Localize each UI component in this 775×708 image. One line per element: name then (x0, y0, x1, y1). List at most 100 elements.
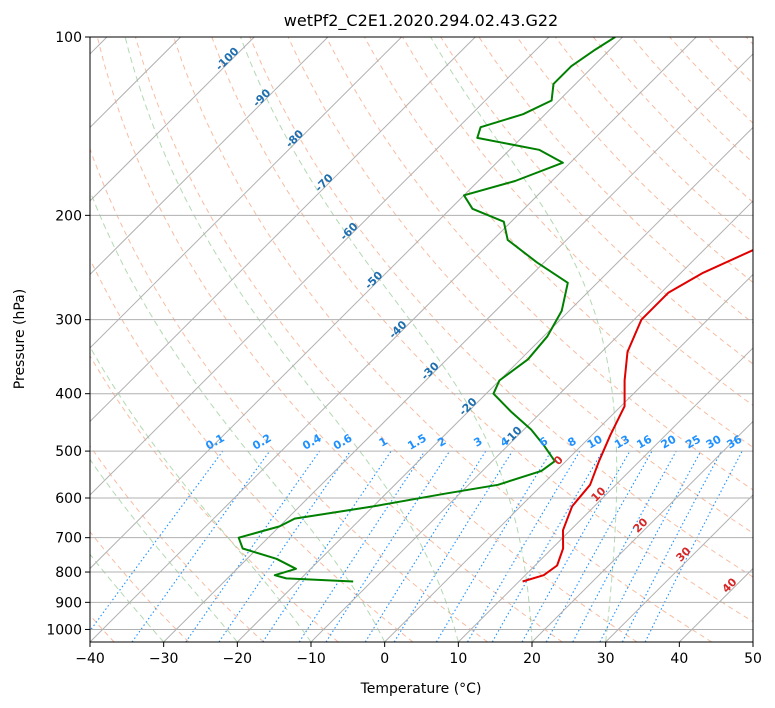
isotherm (531, 420, 753, 642)
mixing-ratio-line (644, 450, 743, 642)
dry-adiabat (211, 37, 753, 623)
y-tick-label: 400 (55, 387, 82, 403)
isotherm (457, 347, 753, 642)
x-tick-label: −40 (75, 651, 105, 667)
moist-adiabat (90, 553, 165, 642)
x-tick-label: 10 (449, 651, 467, 667)
dry-adiabat-label: -60 (337, 220, 360, 243)
isotherm (90, 37, 255, 202)
y-tick-label: 500 (55, 444, 82, 460)
dry-adiabat-label: -50 (362, 269, 385, 292)
isotherm (90, 37, 623, 570)
dry-adiabat-label: -30 (418, 359, 441, 382)
mixing-ratio-line (298, 450, 426, 642)
y-tick-label: 1000 (46, 622, 82, 638)
dry-adiabat (516, 37, 753, 284)
y-tick-label: 900 (55, 595, 82, 611)
mixing-ratio-label: 0.2 (250, 432, 273, 453)
mixing-ratio-line (90, 450, 224, 632)
mixing-ratio-label: 36 (725, 432, 745, 451)
grid-lines (90, 37, 753, 642)
temperature-profile-line (522, 248, 753, 583)
y-tick-label: 200 (55, 208, 82, 224)
x-tick-label: 0 (380, 651, 389, 667)
mixing-ratio-label: 0.1 (203, 432, 226, 453)
plot-frame (89, 36, 754, 643)
isotherm (678, 567, 753, 642)
mixing-ratio-label: 30 (704, 432, 724, 451)
dry-adiabat-label: -70 (312, 171, 335, 194)
isotherm (90, 37, 402, 349)
isotherm (90, 37, 476, 423)
moist-adiabat-label: 40 (720, 575, 740, 595)
mixing-ratio-line (521, 450, 631, 642)
mixing-ratio-line (393, 450, 513, 642)
isotherm (236, 126, 753, 642)
dry-adiabat-label: -100 (213, 44, 242, 73)
dry-adiabat (478, 37, 753, 324)
dry-adiabat (96, 37, 563, 642)
mixing-ratio-label: 0.4 (300, 431, 324, 452)
y-tick-label: 800 (55, 565, 82, 581)
background-lines (90, 37, 753, 642)
x-tick-label: −30 (149, 651, 179, 667)
x-tick-label: 40 (670, 651, 688, 667)
mixing-ratio-label: 6 (537, 434, 550, 449)
dry-adiabat (90, 445, 264, 642)
dry-adiabat-label: -90 (250, 86, 273, 109)
mixing-ratio-label: 25 (683, 433, 703, 452)
dry-adiabat (90, 147, 488, 642)
dry-adiabat (249, 37, 753, 578)
dry-adiabat (173, 37, 712, 642)
mixing-ratio-line (435, 450, 552, 642)
line-labels: 0.1 0.2 0.4 0.6 1 1.5 2 3 4 6 8 10 13 16 20 25 30 36-100-… (203, 44, 744, 595)
mixing-ratio-label: 3 (472, 435, 485, 450)
dry-adiabat-label: -20 (456, 395, 479, 418)
dry-adiabat (90, 258, 414, 642)
moist-adiabat (430, 37, 618, 642)
moist-adiabat-label: 10 (589, 484, 609, 504)
x-tick-label: 20 (523, 651, 541, 667)
mixing-ratio-line (325, 450, 451, 642)
mixing-ratio-label: 1.5 (405, 432, 428, 453)
isotherm (90, 37, 329, 276)
x-tick-label: 30 (597, 651, 615, 667)
dry-adiabat (707, 37, 753, 85)
x-tick-label: 50 (744, 651, 762, 667)
mixing-ratio-label: 20 (659, 432, 679, 451)
mixing-ratio-label: 1 (377, 435, 390, 450)
moist-adiabat (240, 37, 533, 642)
y-tick-label: 600 (55, 491, 82, 507)
chart-title: wetPf2_C2E1.2020.294.02.43.G22 (284, 11, 558, 31)
mixing-ratio-label: 8 (566, 435, 579, 450)
dry-adiabat (90, 355, 339, 642)
dry-adiabat (554, 37, 753, 243)
isotherm (605, 494, 753, 642)
mixing-ratio-label: 2 (435, 435, 448, 450)
mixing-ratio-label: 13 (612, 433, 632, 452)
mixing-ratio-line (262, 450, 392, 642)
dry-adiabat (440, 37, 753, 365)
dry-adiabat (134, 37, 638, 642)
x-tick-label: −20 (223, 651, 253, 667)
isotherm (163, 53, 753, 642)
x-tick-label: −10 (296, 651, 326, 667)
moist-adiabat-label: 20 (631, 515, 651, 535)
dry-adiabat (402, 37, 753, 406)
mixing-ratio-line (572, 450, 677, 642)
mixing-ratio-line (364, 450, 487, 642)
isotherm (310, 200, 753, 642)
mixing-ratio-line (185, 450, 321, 642)
moist-adiabat-label: 30 (674, 544, 694, 564)
dewpoint-profile-line (237, 37, 616, 583)
y-tick-label: 300 (55, 313, 82, 329)
isotherm (90, 37, 550, 496)
mixing-ratio-line (131, 450, 271, 642)
mixing-ratio-line (545, 450, 653, 642)
isotherm (752, 641, 753, 642)
mixing-ratio-line (218, 450, 351, 642)
isotherm (90, 37, 697, 642)
dry-adiabat (90, 530, 190, 642)
mixing-ratio-label: 10 (585, 432, 605, 451)
